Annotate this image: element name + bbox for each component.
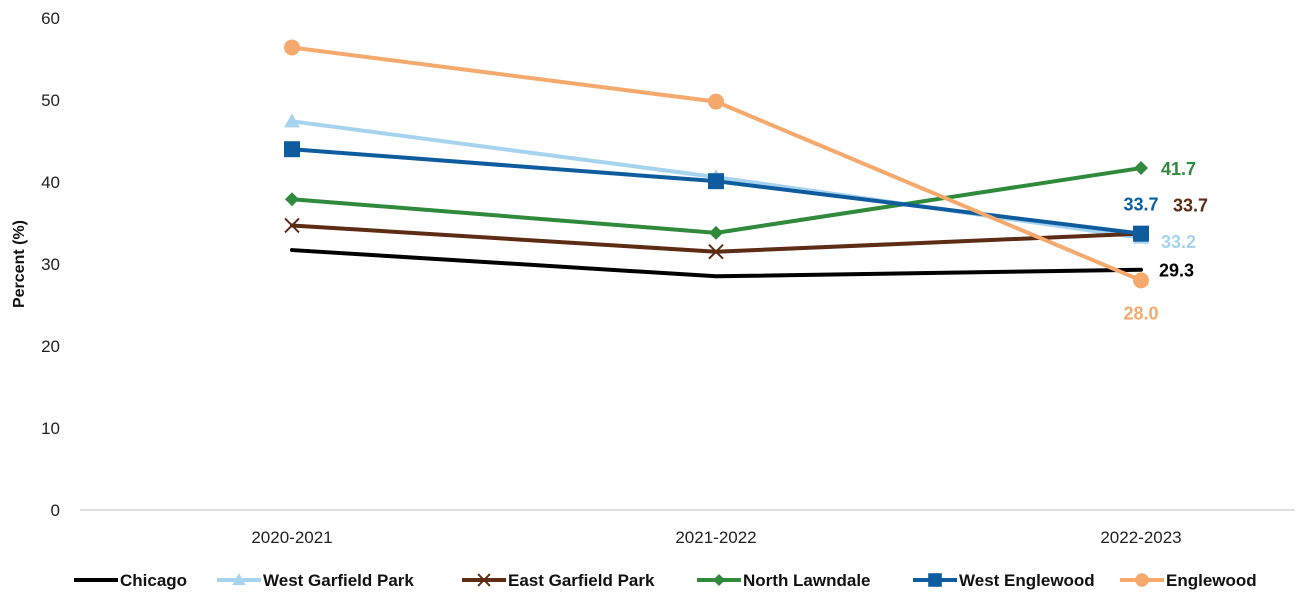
data-labels: 29.333.233.741.733.728.0 — [1123, 159, 1208, 323]
legend-item-chicago: Chicago — [74, 571, 187, 590]
data-label-east-garfield-park: 33.7 — [1173, 196, 1208, 216]
y-tick-label: 60 — [41, 9, 60, 28]
point-east-garfield-park — [708, 243, 724, 260]
point-west-englewood — [708, 173, 724, 190]
legend-marker-east-garfield-park-stroke — [477, 573, 491, 587]
legend-item-west-garfield-park: West Garfield Park — [217, 571, 414, 590]
point-englewood — [1133, 272, 1149, 289]
legend-item-west-englewood: West Englewood — [913, 571, 1095, 590]
point-englewood — [708, 93, 724, 110]
series-line-chicago — [290, 248, 1143, 279]
legend-item-east-garfield-park: East Garfield Park — [462, 571, 655, 590]
y-tick-label: 10 — [41, 419, 60, 438]
point-west-englewood — [1133, 225, 1149, 242]
point-east-garfield-park-stroke — [284, 217, 300, 234]
legend-item-north-lawndale: North Lawndale — [697, 571, 871, 590]
x-tick-label: 2022-2023 — [1100, 528, 1181, 547]
series-group — [284, 39, 1149, 289]
legend-label-north-lawndale: North Lawndale — [743, 571, 871, 590]
data-label-englewood: 28.0 — [1123, 303, 1158, 323]
legend-label-east-garfield-park: East Garfield Park — [508, 571, 655, 590]
legend-item-englewood: Englewood — [1120, 571, 1257, 590]
data-label-chicago: 29.3 — [1159, 261, 1194, 281]
legend-marker-west-garfield-park — [232, 573, 246, 586]
y-tick-label: 40 — [41, 173, 60, 192]
legend: Chicago West Garfield Park East Garfield P… — [74, 571, 1257, 590]
point-north-lawndale — [709, 225, 723, 240]
point-east-garfield-park — [284, 217, 300, 234]
legend-marker-north-lawndale — [713, 574, 725, 586]
point-west-garfield-park — [284, 113, 300, 128]
series-line-englewood — [290, 45, 1143, 283]
legend-marker-east-garfield-park — [477, 573, 491, 587]
legend-label-chicago: Chicago — [120, 571, 187, 590]
axes: 0 10 20 30 40 50 60 2020-2021 2021-2022 2022-2023… — [11, 9, 1295, 547]
y-axis-title: Percent (%) — [11, 220, 28, 308]
x-tick-label: 2021-2022 — [675, 528, 756, 547]
legend-label-west-garfield-park: West Garfield Park — [263, 571, 414, 590]
point-englewood — [284, 39, 300, 56]
point-east-garfield-park-stroke — [708, 243, 724, 260]
y-tick-label: 50 — [41, 91, 60, 110]
legend-label-west-englewood: West Englewood — [959, 571, 1095, 590]
point-north-lawndale — [285, 192, 299, 207]
legend-marker-west-englewood — [928, 573, 942, 587]
x-tick-label: 2020-2021 — [251, 528, 332, 547]
point-west-englewood — [284, 141, 300, 158]
point-north-lawndale — [1134, 161, 1148, 176]
data-label-west-garfield-park: 33.2 — [1161, 232, 1196, 252]
legend-marker-englewood — [1135, 573, 1149, 587]
y-tick-label: 30 — [41, 255, 60, 274]
legend-label-englewood: Englewood — [1166, 571, 1257, 590]
data-label-west-englewood: 33.7 — [1123, 195, 1158, 215]
y-tick-label: 20 — [41, 337, 60, 356]
data-label-north-lawndale: 41.7 — [1161, 159, 1196, 179]
y-tick-label: 0 — [51, 501, 60, 520]
